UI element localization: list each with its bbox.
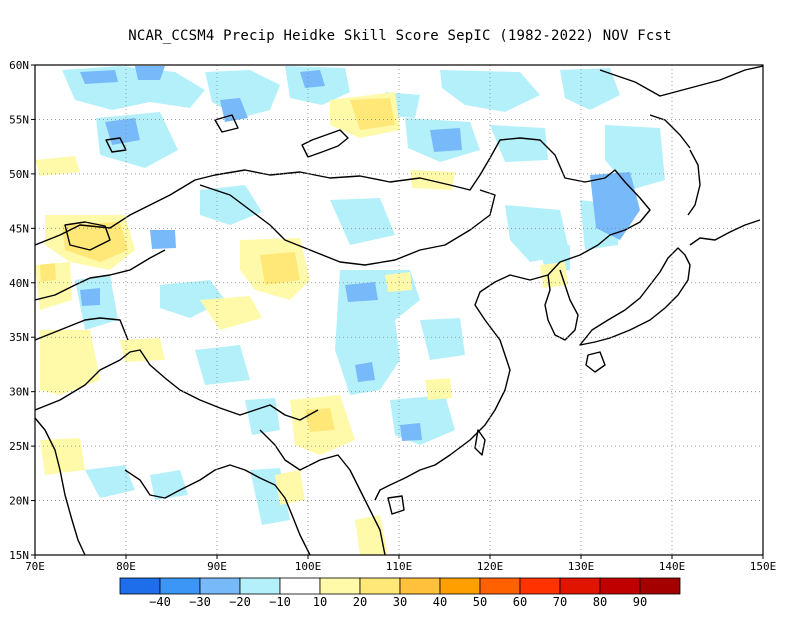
x-tick-label: 120E [477,560,504,573]
x-tick-label: 90E [207,560,227,573]
x-tick-label: 110E [386,560,413,573]
x-tick-label: 130E [568,560,595,573]
skill-score-field [35,66,665,555]
y-tick-label: 45N [9,222,29,235]
coastlines-borders [35,65,763,555]
colorbar-label: 40 [433,595,447,609]
colorbar-swatch [399,577,441,595]
colorbar: −40 −30 −20 −10 10 20 30 40 50 60 70 80 90 [119,577,681,609]
colorbar-swatch [199,577,241,595]
longitude-axis: 70E 80E 90E 100E 110E 120E 130E 140E 150E [25,555,776,573]
colorbar-swatch [439,577,481,595]
colorbar-swatch [319,577,361,595]
y-tick-label: 55N [9,113,29,126]
y-tick-label: 50N [9,168,29,181]
colorbar-label: 60 [513,595,527,609]
x-tick-label: 100E [295,560,322,573]
colorbar-label: −20 [229,595,251,609]
x-tick-label: 140E [659,560,686,573]
y-tick-label: 60N [9,59,29,72]
latitude-axis: 15N 20N 25N 30N 35N 40N 45N 50N 55N 60N [9,59,35,562]
y-tick-label: 35N [9,331,29,344]
colorbar-swatch [359,577,401,595]
colorbar-swatch [119,577,161,595]
colorbar-swatch [599,577,641,595]
colorbar-label: 80 [593,595,607,609]
colorbar-swatch [559,577,601,595]
x-tick-label: 70E [25,560,45,573]
colorbar-swatch [279,577,321,595]
colorbar-swatch [639,577,681,595]
grid-lines [35,65,763,555]
colorbar-label: 20 [353,595,367,609]
map-title: NCAR_CCSM4 Precip Heidke Skill Score Sep… [128,28,672,44]
y-tick-label: 15N [9,549,29,562]
colorbar-swatch [239,577,281,595]
colorbar-label: 10 [313,595,327,609]
x-tick-label: 80E [116,560,136,573]
y-tick-label: 20N [9,495,29,508]
colorbar-label: 50 [473,595,487,609]
colorbar-label: 30 [393,595,407,609]
y-tick-label: 30N [9,386,29,399]
colorbar-swatch [479,577,521,595]
colorbar-swatch [519,577,561,595]
x-tick-label: 150E [750,560,777,573]
colorbar-label: −10 [269,595,291,609]
colorbar-label: 90 [633,595,647,609]
colorbar-label: −30 [189,595,211,609]
colorbar-label: −40 [149,595,171,609]
y-tick-label: 40N [9,277,29,290]
colorbar-label: 70 [553,595,567,609]
colorbar-swatch [159,577,201,595]
y-tick-label: 25N [9,440,29,453]
